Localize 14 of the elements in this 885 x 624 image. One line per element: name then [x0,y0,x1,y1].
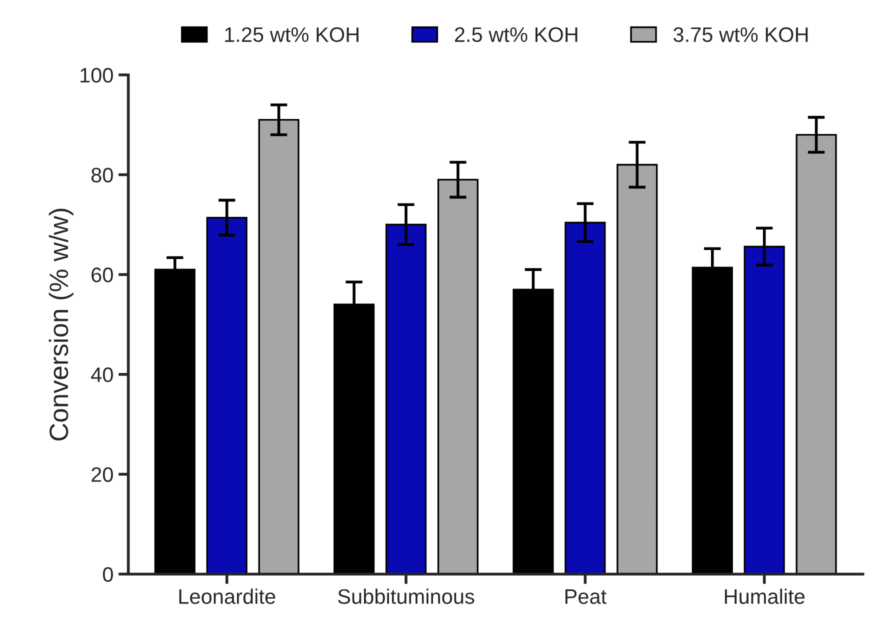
y-tick-label: 0 [102,567,113,582]
y-tick-label: 100 [80,68,113,83]
y-tick-label: 20 [92,467,113,482]
y-axis-title: Conversion (% w/w) [48,208,74,440]
x-tick-label: Humalite [724,588,805,604]
legend-label: 1.25 wt% KOH [225,27,358,42]
legend-label: 2.5 wt% KOH [454,27,578,42]
x-tick-label: Subbituminous [338,588,474,604]
legend-label: 3.75 wt% KOH [673,27,808,42]
y-tick-label: 60 [92,268,113,282]
x-tick-label: Peat [565,589,606,604]
x-tick-label: Leonardite [179,588,276,604]
y-tick-label: 80 [91,168,113,182]
y-tick-label: 40 [91,367,113,382]
